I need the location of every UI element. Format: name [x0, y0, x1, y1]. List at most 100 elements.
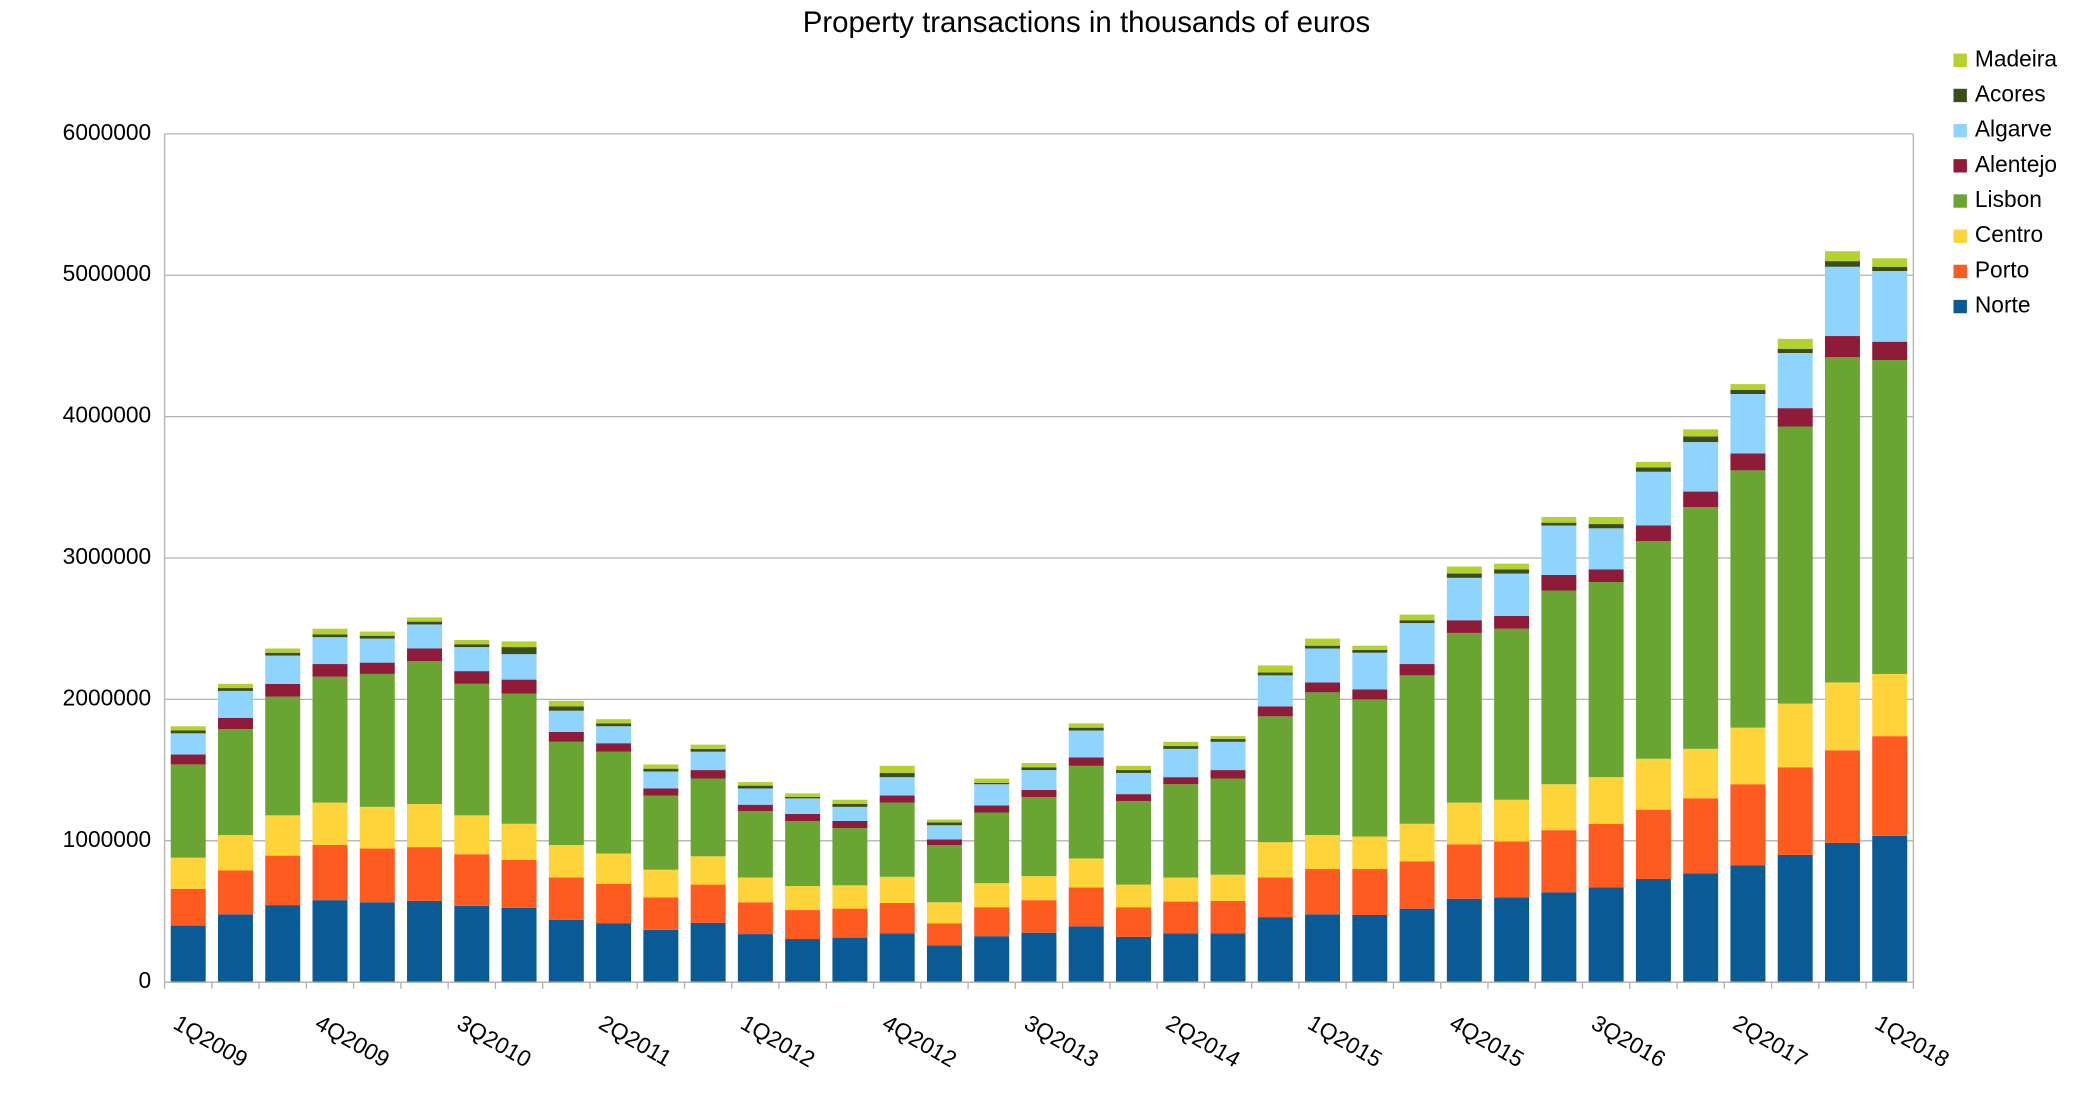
bar-segment	[1068, 757, 1104, 766]
bar-segment	[265, 696, 301, 816]
bar-segment	[643, 897, 679, 930]
bar-segment	[407, 624, 443, 649]
bar-segment	[407, 804, 443, 848]
bar-segment	[643, 764, 679, 769]
bar-segment	[1588, 528, 1624, 570]
bar-segment	[217, 914, 253, 983]
bar-segment	[548, 919, 584, 983]
bar-segment	[1305, 869, 1341, 915]
bar-segment	[1777, 426, 1813, 704]
bar-segment	[548, 700, 584, 707]
bar-segment	[501, 859, 537, 908]
x-tick-label: 2Q2017	[1729, 1009, 1812, 1072]
bar-segment	[1541, 830, 1577, 893]
bar-segment	[1730, 389, 1766, 395]
bar-segment	[1730, 453, 1766, 471]
bar-segment	[407, 900, 443, 983]
bar-segment	[1116, 907, 1151, 937]
bar-segment	[407, 617, 443, 622]
bar-segment	[832, 804, 868, 807]
bar-segment	[1824, 266, 1860, 337]
legend-swatch	[1953, 123, 1967, 138]
bar-segment	[1683, 491, 1719, 508]
bar-segment	[1352, 699, 1388, 837]
bar-segment	[1163, 877, 1199, 902]
bar-segment	[1635, 541, 1671, 759]
bar-segment	[407, 648, 443, 662]
bar-segment	[1446, 577, 1482, 621]
bar-segment	[1305, 835, 1341, 870]
bar-segment	[1777, 408, 1813, 427]
legend-label: Acores	[1975, 80, 2046, 106]
bar-segment	[1541, 525, 1577, 575]
bar-segment	[501, 693, 537, 824]
bar-segment	[1872, 341, 1908, 361]
bar-segment	[501, 823, 537, 860]
bar-segment	[1352, 649, 1388, 653]
bar-segment	[1446, 573, 1482, 578]
bar-segment	[785, 886, 821, 911]
bar-segment	[785, 820, 821, 887]
bar-segment	[1635, 758, 1671, 810]
bar-segment	[359, 848, 395, 903]
bar-segment	[1399, 664, 1435, 676]
bar-segment	[265, 815, 301, 856]
bar-segment	[265, 652, 301, 656]
bar-segment	[1494, 573, 1530, 616]
x-tick-label: 2Q2014	[1162, 1009, 1245, 1072]
bar-segment	[454, 815, 490, 855]
bar-segment	[596, 743, 632, 752]
bar-segment	[312, 900, 348, 983]
bar-segment	[1305, 645, 1341, 649]
bar-segment	[1494, 841, 1530, 898]
y-tick-label: 3000000	[63, 543, 152, 569]
bar-segment	[1305, 692, 1341, 836]
bar-segment	[1824, 750, 1860, 843]
bar-segment	[1352, 645, 1388, 650]
bar-segment	[974, 936, 1010, 983]
bar-segment	[265, 655, 301, 684]
bar-segment	[312, 634, 348, 638]
bar-segment	[501, 641, 537, 648]
bar-segment	[643, 929, 679, 983]
x-tick-label: 3Q2010	[453, 1009, 536, 1072]
bar-segment	[1824, 357, 1860, 683]
bar-segment	[454, 647, 490, 672]
bar-segment	[265, 855, 301, 906]
legend-swatch	[1953, 194, 1967, 208]
bar-segment	[548, 706, 584, 711]
bar-segment	[1872, 360, 1908, 674]
bar-segment	[1824, 336, 1860, 358]
bar-segment	[170, 888, 206, 926]
bar-segment	[879, 765, 915, 773]
bar-segment	[501, 679, 537, 694]
bar-segment	[170, 764, 206, 858]
bar-segment	[1257, 877, 1293, 918]
bar-segment	[596, 883, 632, 924]
bar-segment	[1683, 442, 1719, 492]
bar-segment	[359, 673, 395, 807]
bar-segment	[501, 647, 537, 655]
bar-segment	[1777, 703, 1813, 768]
bar-segment	[690, 744, 726, 749]
bar-segment	[879, 772, 915, 778]
bar-segment	[1021, 770, 1057, 790]
bar-segment	[1257, 706, 1293, 717]
x-tick-label: 1Q2018	[1871, 1009, 1954, 1072]
x-tick-label: 1Q2012	[736, 1009, 819, 1072]
bar-segment	[407, 661, 443, 805]
bar-segment	[1399, 675, 1435, 824]
bar-segment	[785, 796, 821, 799]
bar-segment	[359, 902, 395, 983]
bar-segment	[1116, 772, 1151, 795]
bar-segment	[1541, 784, 1577, 831]
bar-segment	[1730, 470, 1766, 728]
bar-segment	[1683, 798, 1719, 874]
bar-segment	[643, 869, 679, 898]
bar-segment	[1683, 748, 1719, 799]
bar-segment	[1730, 727, 1766, 785]
x-tick-label: 1Q2009	[169, 1009, 252, 1072]
bar-segment	[1399, 620, 1435, 624]
bar-segment	[1777, 767, 1813, 855]
